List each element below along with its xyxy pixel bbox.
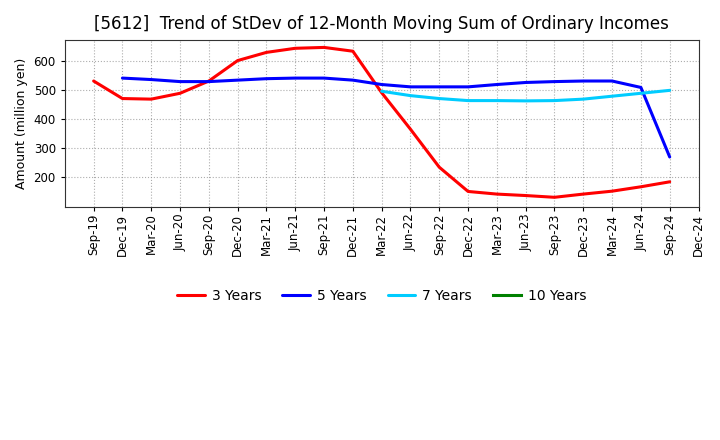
5 Years: [521, 80, 530, 85]
3 Years: [435, 165, 444, 170]
Y-axis label: Amount (million yen): Amount (million yen): [15, 58, 28, 189]
5 Years: [665, 154, 674, 160]
7 Years: [579, 96, 588, 102]
5 Years: [262, 76, 271, 81]
3 Years: [521, 193, 530, 198]
5 Years: [147, 77, 156, 82]
5 Years: [492, 82, 501, 87]
3 Years: [406, 127, 415, 132]
5 Years: [608, 78, 616, 84]
3 Years: [320, 45, 328, 50]
3 Years: [204, 78, 213, 84]
5 Years: [377, 82, 386, 87]
3 Years: [377, 90, 386, 95]
5 Years: [406, 84, 415, 89]
3 Years: [118, 96, 127, 101]
3 Years: [233, 58, 242, 63]
7 Years: [377, 88, 386, 94]
Legend: 3 Years, 5 Years, 7 Years, 10 Years: 3 Years, 5 Years, 7 Years, 10 Years: [172, 283, 592, 308]
3 Years: [348, 48, 357, 54]
5 Years: [464, 84, 472, 89]
7 Years: [464, 98, 472, 103]
5 Years: [636, 85, 645, 90]
5 Years: [291, 75, 300, 81]
7 Years: [521, 98, 530, 103]
7 Years: [636, 91, 645, 96]
5 Years: [204, 79, 213, 84]
Title: [5612]  Trend of StDev of 12-Month Moving Sum of Ordinary Incomes: [5612] Trend of StDev of 12-Month Moving…: [94, 15, 669, 33]
5 Years: [176, 79, 184, 84]
Line: 5 Years: 5 Years: [122, 78, 670, 157]
3 Years: [291, 46, 300, 51]
7 Years: [665, 88, 674, 93]
3 Years: [579, 191, 588, 197]
3 Years: [89, 78, 98, 84]
7 Years: [550, 98, 559, 103]
3 Years: [492, 191, 501, 197]
5 Years: [233, 77, 242, 83]
Line: 7 Years: 7 Years: [382, 90, 670, 101]
7 Years: [406, 93, 415, 98]
3 Years: [262, 50, 271, 55]
3 Years: [147, 96, 156, 102]
5 Years: [320, 75, 328, 81]
3 Years: [550, 194, 559, 200]
7 Years: [608, 94, 616, 99]
3 Years: [464, 189, 472, 194]
5 Years: [118, 75, 127, 81]
3 Years: [176, 91, 184, 96]
3 Years: [636, 184, 645, 190]
5 Years: [550, 79, 559, 84]
5 Years: [435, 84, 444, 89]
3 Years: [608, 188, 616, 194]
5 Years: [348, 77, 357, 83]
7 Years: [492, 98, 501, 103]
5 Years: [579, 78, 588, 84]
3 Years: [665, 179, 674, 184]
7 Years: [435, 96, 444, 101]
Line: 3 Years: 3 Years: [94, 48, 670, 197]
